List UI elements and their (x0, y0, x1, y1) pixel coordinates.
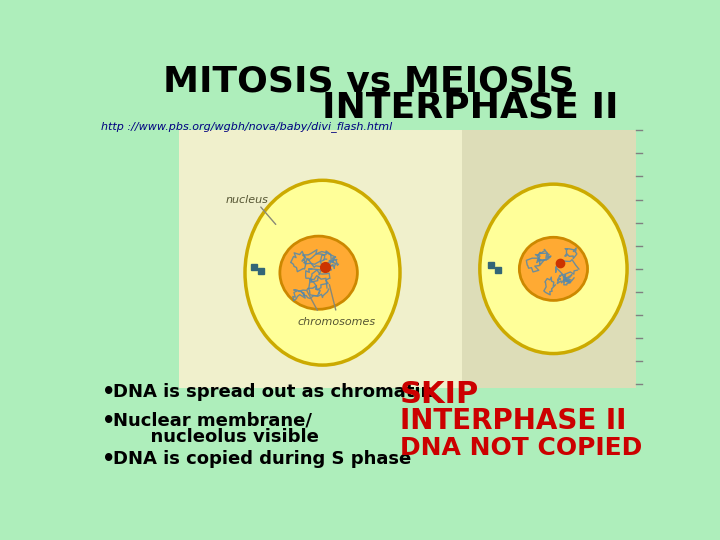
Text: INTERPHASE II: INTERPHASE II (400, 407, 626, 435)
Text: chromosomes: chromosomes (297, 318, 376, 327)
Text: •: • (102, 449, 115, 469)
Ellipse shape (245, 180, 400, 365)
Bar (462, 130, 636, 388)
Text: •: • (102, 410, 115, 430)
Text: SKIP: SKIP (400, 380, 480, 409)
Text: nucleus: nucleus (225, 194, 269, 205)
Text: DNA is copied during S phase: DNA is copied during S phase (113, 450, 412, 468)
Text: http ://www.pbs.org/wgbh/nova/baby/divi_flash.html: http ://www.pbs.org/wgbh/nova/baby/divi_… (101, 121, 392, 132)
Ellipse shape (519, 237, 588, 300)
Ellipse shape (280, 236, 357, 309)
Text: DNA NOT COPIED: DNA NOT COPIED (400, 436, 642, 460)
Text: MITOSIS vs MEIOSIS: MITOSIS vs MEIOSIS (163, 65, 575, 99)
Text: DNA is spread out as chromatin: DNA is spread out as chromatin (113, 383, 433, 401)
Text: nucleolus visible: nucleolus visible (113, 428, 319, 445)
Text: •: • (102, 382, 115, 402)
Ellipse shape (480, 184, 627, 354)
Text: Nuclear membrane/: Nuclear membrane/ (113, 411, 312, 429)
Text: INTERPHASE II: INTERPHASE II (322, 90, 618, 124)
Bar (179, 130, 462, 388)
